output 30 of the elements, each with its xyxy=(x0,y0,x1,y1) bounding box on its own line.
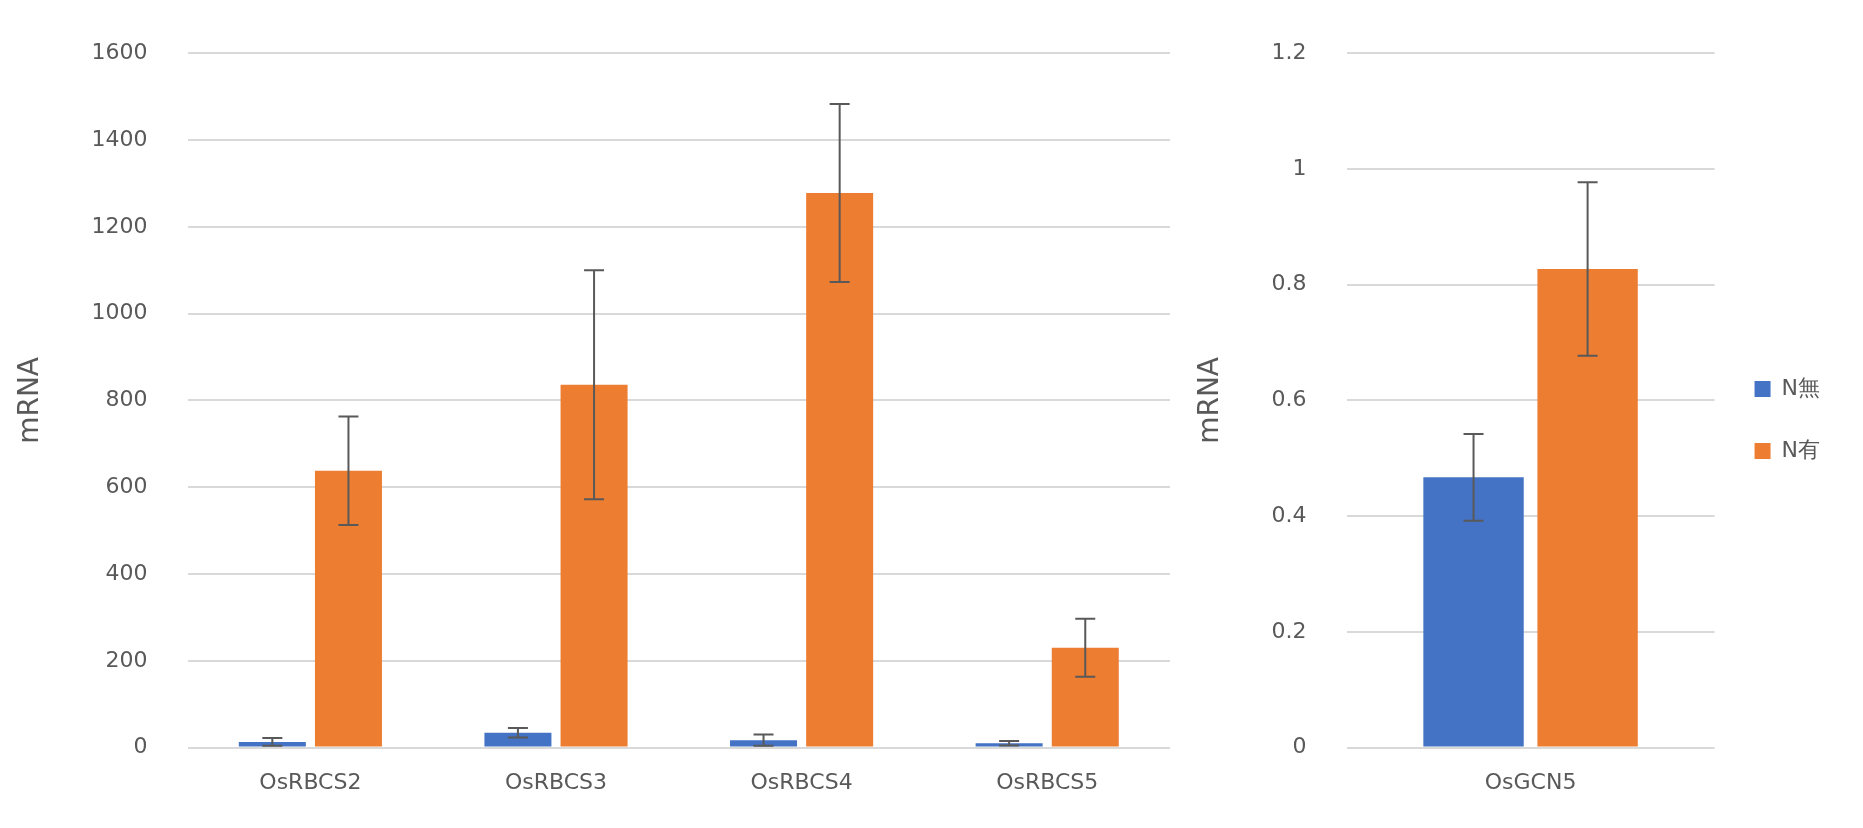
y-tick-label: 1400 xyxy=(91,125,148,151)
y-tick-label: 0 xyxy=(133,733,148,759)
y-tick-label: 200 xyxy=(105,646,148,672)
legend-label: N無 xyxy=(1781,374,1821,400)
y-tick-label: 1 xyxy=(1292,154,1307,180)
y-tick-label: 0 xyxy=(1292,733,1307,759)
x-tick-label: OsRBCS2 xyxy=(259,768,362,794)
bar xyxy=(560,384,628,747)
bar xyxy=(484,732,552,747)
y-axis-title: mRNA xyxy=(1192,356,1226,444)
y-tick-label: 800 xyxy=(105,386,148,412)
x-tick-label: OsRBCS3 xyxy=(504,768,608,794)
y-tick-label: 0.2 xyxy=(1271,617,1307,643)
y-tick-label: 400 xyxy=(105,559,148,585)
y-tick-label: 1600 xyxy=(91,38,148,64)
y-tick-label: 0.8 xyxy=(1271,270,1307,296)
x-tick-label: OsGCN5 xyxy=(1484,768,1577,794)
y-tick-label: 1000 xyxy=(91,299,148,325)
y-tick-label: 1200 xyxy=(91,212,148,238)
bar xyxy=(314,470,382,747)
y-tick-label: 1.2 xyxy=(1271,38,1307,64)
y-tick-label: 600 xyxy=(105,472,148,498)
bar xyxy=(1051,647,1119,747)
y-tick-label: 0.6 xyxy=(1271,386,1307,412)
legend-label: N有 xyxy=(1781,436,1821,462)
bar xyxy=(806,192,874,747)
x-tick-label: OsRBCS4 xyxy=(750,768,853,794)
y-axis-title: mRNA xyxy=(12,356,46,444)
x-tick-label: OsRBCS5 xyxy=(996,768,1099,794)
y-tick-label: 0.4 xyxy=(1271,501,1307,527)
